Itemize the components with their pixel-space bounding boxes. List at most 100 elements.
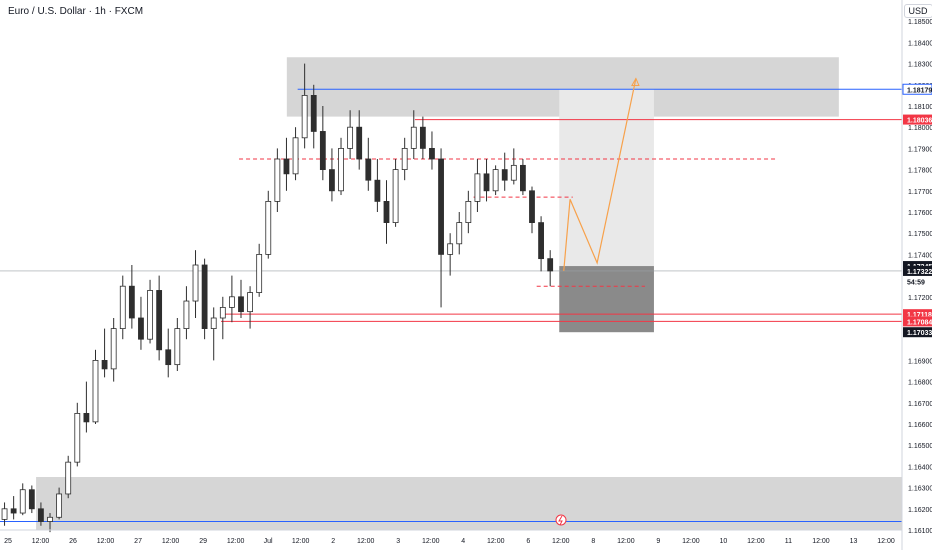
currency-unit-label: USD — [904, 4, 932, 18]
x-tick-label: 11 — [785, 538, 792, 545]
candle-body — [48, 517, 53, 521]
candle — [184, 286, 189, 339]
candle-body — [93, 360, 98, 421]
x-tick-label: 12:00 — [877, 538, 895, 545]
candle-body — [266, 201, 271, 254]
x-tick-label: Jul — [264, 538, 273, 545]
candle-body — [75, 413, 80, 462]
x-tick-label: 3 — [396, 538, 400, 545]
candle — [466, 191, 471, 233]
candle — [66, 456, 71, 498]
price-tag-label: 1.17084 — [907, 319, 932, 326]
candle-body — [502, 170, 507, 181]
y-tick-label: 1.17500 — [908, 231, 932, 238]
candle-body — [138, 318, 143, 339]
candle — [411, 110, 416, 159]
candle-body — [166, 350, 171, 365]
candle-body — [493, 170, 498, 191]
candle — [29, 485, 34, 513]
candle — [375, 159, 380, 212]
candle-body — [229, 297, 234, 308]
candle-body — [2, 509, 7, 520]
price-tag-label: 1.17033 — [907, 330, 932, 337]
candle — [511, 148, 516, 184]
y-tick-label: 1.17800 — [908, 168, 932, 175]
candle — [439, 148, 444, 307]
candle-body — [38, 509, 43, 522]
x-tick-label: 29 — [199, 538, 207, 545]
x-tick-label: 12:00 — [227, 538, 245, 545]
y-tick-label: 1.16500 — [908, 443, 932, 450]
candle — [266, 191, 271, 259]
candle — [493, 165, 498, 195]
y-tick-label: 1.18400 — [908, 40, 932, 47]
candle-body — [529, 191, 534, 223]
candle — [475, 159, 480, 212]
candle — [284, 138, 289, 191]
x-tick-label: 12:00 — [162, 538, 180, 545]
x-tick-label: 12:00 — [487, 538, 505, 545]
candle — [75, 403, 80, 467]
y-tick-label: 1.16700 — [908, 401, 932, 408]
candle-body — [420, 127, 425, 148]
candle-body — [275, 159, 280, 201]
x-tick-label: 12:00 — [292, 538, 310, 545]
candle — [457, 212, 462, 254]
candle-body — [238, 297, 243, 312]
y-tick-label: 1.16300 — [908, 486, 932, 493]
currency-unit-cell[interactable]: USD — [904, 0, 932, 22]
price-tag: 1.18036 — [903, 115, 932, 125]
candle — [429, 131, 434, 169]
candle-body — [248, 293, 253, 312]
price-tag: 1.17084 — [903, 316, 932, 326]
x-tick-label: 12:00 — [682, 538, 700, 545]
candle — [111, 318, 116, 382]
candle — [2, 502, 7, 525]
y-tick-label: 1.18300 — [908, 62, 932, 69]
candle-body — [175, 329, 180, 365]
x-tick-label: 12:00 — [32, 538, 50, 545]
x-tick-label: 4 — [461, 538, 465, 545]
price-tag-label: 54:59 — [907, 280, 925, 287]
x-tick-label: 12:00 — [812, 538, 830, 545]
candle — [20, 483, 25, 515]
candle — [529, 187, 534, 234]
candle — [129, 265, 134, 329]
candle — [238, 280, 243, 318]
candle — [502, 153, 507, 191]
candle-body — [484, 174, 489, 191]
candle — [275, 148, 280, 212]
candle-body — [66, 462, 71, 494]
price-tag-label: 1.18036 — [907, 118, 932, 125]
candle-body — [129, 286, 134, 318]
price-tag: 1.18179 — [903, 84, 932, 94]
levels-layer — [0, 89, 902, 521]
price-tag-label: 1.17322 — [907, 269, 932, 276]
candle-body — [366, 159, 371, 180]
candle-body — [548, 259, 553, 271]
price-tag: 54:59 — [903, 277, 932, 287]
candle-body — [293, 138, 298, 174]
projection-layer — [559, 89, 654, 332]
candle — [357, 110, 362, 169]
candle-body — [157, 290, 162, 349]
candle-body — [220, 307, 225, 318]
candle — [257, 244, 262, 297]
symbol-title: Euro / U.S. Dollar · 1h · FXCM — [8, 6, 143, 17]
candle — [339, 138, 344, 195]
candle-body — [111, 329, 116, 369]
candle — [248, 286, 253, 328]
x-tick-label: 12:00 — [97, 538, 115, 545]
y-tick-label: 1.17900 — [908, 146, 932, 153]
candle-body — [320, 131, 325, 169]
candle-body — [29, 490, 34, 509]
lightning-icon — [556, 515, 566, 525]
candle — [539, 216, 544, 271]
candle-body — [402, 148, 407, 169]
y-tick-label: 1.16600 — [908, 422, 932, 429]
candle — [484, 159, 489, 201]
zone-1 — [36, 477, 902, 530]
candle-body — [384, 201, 389, 222]
candle — [211, 307, 216, 360]
